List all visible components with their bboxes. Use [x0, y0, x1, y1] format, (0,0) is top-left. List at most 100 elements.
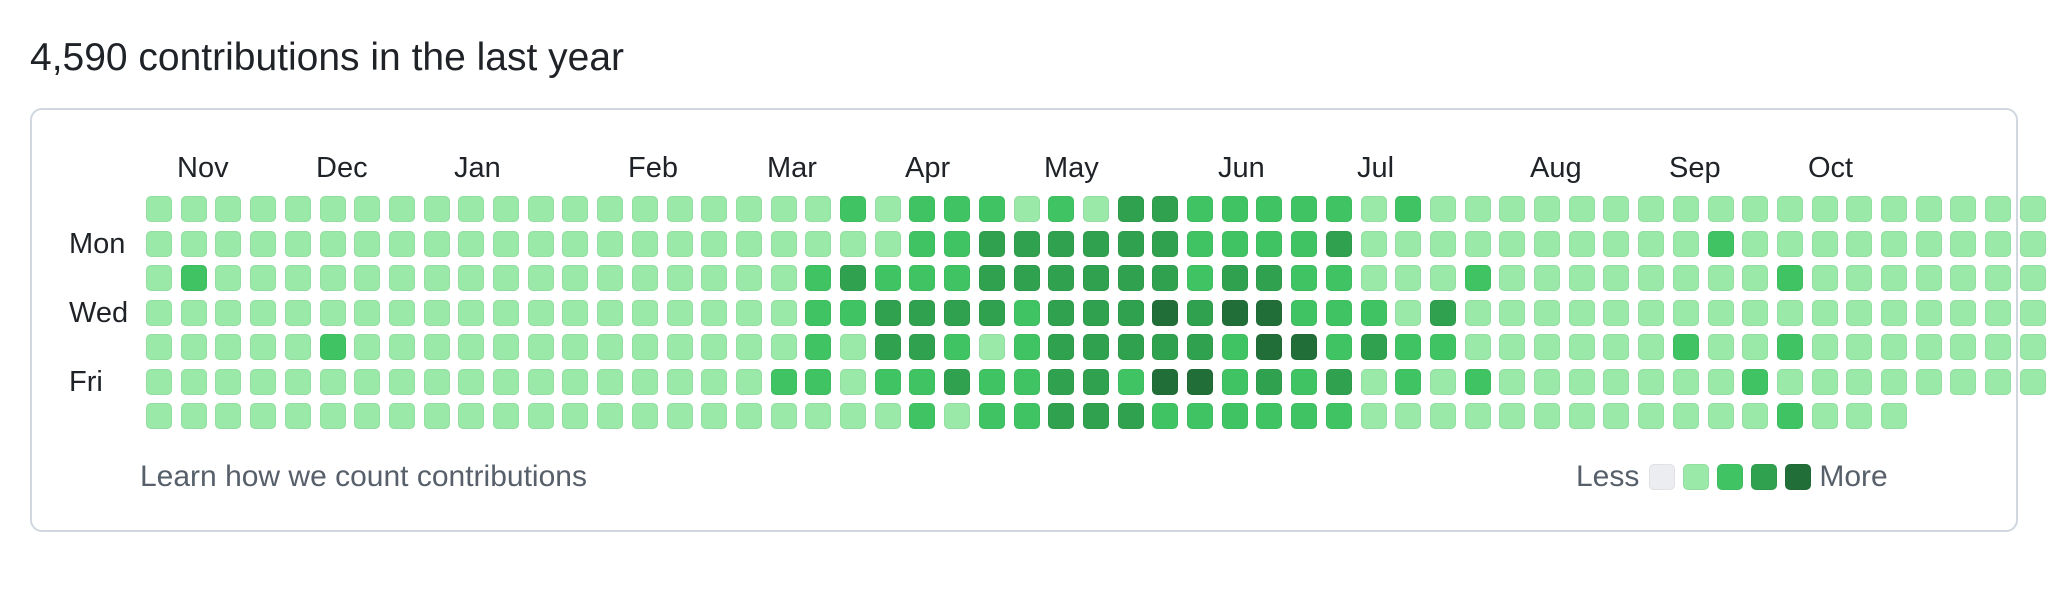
contribution-day[interactable] [701, 265, 727, 291]
contribution-day[interactable] [424, 403, 450, 429]
contribution-day[interactable] [667, 231, 693, 257]
contribution-day[interactable] [667, 300, 693, 326]
contribution-day[interactable] [1361, 403, 1387, 429]
contribution-day[interactable] [215, 265, 241, 291]
contribution-day[interactable] [1465, 334, 1491, 360]
contribution-day[interactable] [944, 369, 970, 395]
contribution-day[interactable] [771, 300, 797, 326]
contribution-day[interactable] [1881, 403, 1907, 429]
contribution-day[interactable] [736, 300, 762, 326]
contribution-day[interactable] [805, 196, 831, 222]
contribution-day[interactable] [562, 403, 588, 429]
contribution-day[interactable] [1014, 265, 1040, 291]
contribution-day[interactable] [1534, 265, 1560, 291]
contribution-day[interactable] [2020, 265, 2046, 291]
contribution-day[interactable] [944, 403, 970, 429]
contribution-day[interactable] [771, 231, 797, 257]
contribution-day[interactable] [1395, 334, 1421, 360]
contribution-day[interactable] [1534, 334, 1560, 360]
contribution-day[interactable] [1985, 196, 2011, 222]
contribution-day[interactable] [215, 334, 241, 360]
contribution-day[interactable] [250, 196, 276, 222]
contribution-day[interactable] [1742, 231, 1768, 257]
contribution-day[interactable] [1291, 265, 1317, 291]
contribution-day[interactable] [805, 369, 831, 395]
contribution-day[interactable] [424, 369, 450, 395]
contribution-day[interactable] [909, 403, 935, 429]
contribution-day[interactable] [1361, 231, 1387, 257]
contribution-day[interactable] [1465, 369, 1491, 395]
contribution-day[interactable] [1534, 196, 1560, 222]
contribution-day[interactable] [181, 231, 207, 257]
contribution-day[interactable] [1291, 231, 1317, 257]
contribution-day[interactable] [1812, 369, 1838, 395]
contribution-day[interactable] [493, 334, 519, 360]
contribution-day[interactable] [944, 265, 970, 291]
contribution-day[interactable] [354, 334, 380, 360]
contribution-day[interactable] [979, 403, 1005, 429]
contribution-day[interactable] [1985, 265, 2011, 291]
contribution-day[interactable] [1881, 334, 1907, 360]
contribution-day[interactable] [1430, 403, 1456, 429]
contribution-day[interactable] [771, 403, 797, 429]
contribution-day[interactable] [181, 300, 207, 326]
contribution-day[interactable] [1395, 231, 1421, 257]
contribution-day[interactable] [1742, 265, 1768, 291]
contribution-day[interactable] [389, 196, 415, 222]
contribution-day[interactable] [840, 265, 866, 291]
contribution-day[interactable] [562, 300, 588, 326]
contribution-day[interactable] [493, 300, 519, 326]
contribution-day[interactable] [1534, 231, 1560, 257]
contribution-day[interactable] [1812, 334, 1838, 360]
contribution-day[interactable] [389, 231, 415, 257]
contribution-day[interactable] [285, 231, 311, 257]
contribution-day[interactable] [771, 334, 797, 360]
contribution-day[interactable] [285, 334, 311, 360]
contribution-day[interactable] [354, 300, 380, 326]
contribution-day[interactable] [1014, 196, 1040, 222]
contribution-day[interactable] [250, 369, 276, 395]
contribution-day[interactable] [1846, 300, 1872, 326]
contribution-day[interactable] [1152, 334, 1178, 360]
contribution-day[interactable] [1291, 300, 1317, 326]
contribution-day[interactable] [701, 300, 727, 326]
contribution-day[interactable] [1326, 369, 1352, 395]
contribution-day[interactable] [1846, 403, 1872, 429]
contribution-day[interactable] [944, 334, 970, 360]
contribution-day[interactable] [909, 300, 935, 326]
contribution-day[interactable] [1985, 300, 2011, 326]
contribution-day[interactable] [979, 334, 1005, 360]
contribution-day[interactable] [909, 265, 935, 291]
contribution-day[interactable] [1742, 403, 1768, 429]
contribution-day[interactable] [1881, 231, 1907, 257]
contribution-day[interactable] [2020, 334, 2046, 360]
contribution-day[interactable] [181, 369, 207, 395]
contribution-day[interactable] [632, 231, 658, 257]
contribution-day[interactable] [146, 231, 172, 257]
contribution-day[interactable] [597, 265, 623, 291]
contribution-day[interactable] [632, 403, 658, 429]
contribution-day[interactable] [1430, 369, 1456, 395]
contribution-day[interactable] [1603, 334, 1629, 360]
contribution-day[interactable] [389, 300, 415, 326]
contribution-day[interactable] [1465, 196, 1491, 222]
contribution-day[interactable] [632, 265, 658, 291]
contribution-day[interactable] [1708, 369, 1734, 395]
contribution-day[interactable] [1118, 231, 1144, 257]
contribution-day[interactable] [458, 231, 484, 257]
contribution-day[interactable] [1742, 300, 1768, 326]
contribution-day[interactable] [597, 231, 623, 257]
contribution-day[interactable] [1222, 265, 1248, 291]
contribution-day[interactable] [354, 369, 380, 395]
contribution-day[interactable] [285, 265, 311, 291]
contribution-day[interactable] [2020, 369, 2046, 395]
contribution-day[interactable] [1152, 403, 1178, 429]
contribution-day[interactable] [909, 334, 935, 360]
contribution-day[interactable] [840, 334, 866, 360]
contribution-day[interactable] [1152, 265, 1178, 291]
contribution-day[interactable] [875, 196, 901, 222]
contribution-day[interactable] [1673, 265, 1699, 291]
contribution-day[interactable] [1499, 265, 1525, 291]
contribution-day[interactable] [1222, 403, 1248, 429]
contribution-day[interactable] [736, 231, 762, 257]
